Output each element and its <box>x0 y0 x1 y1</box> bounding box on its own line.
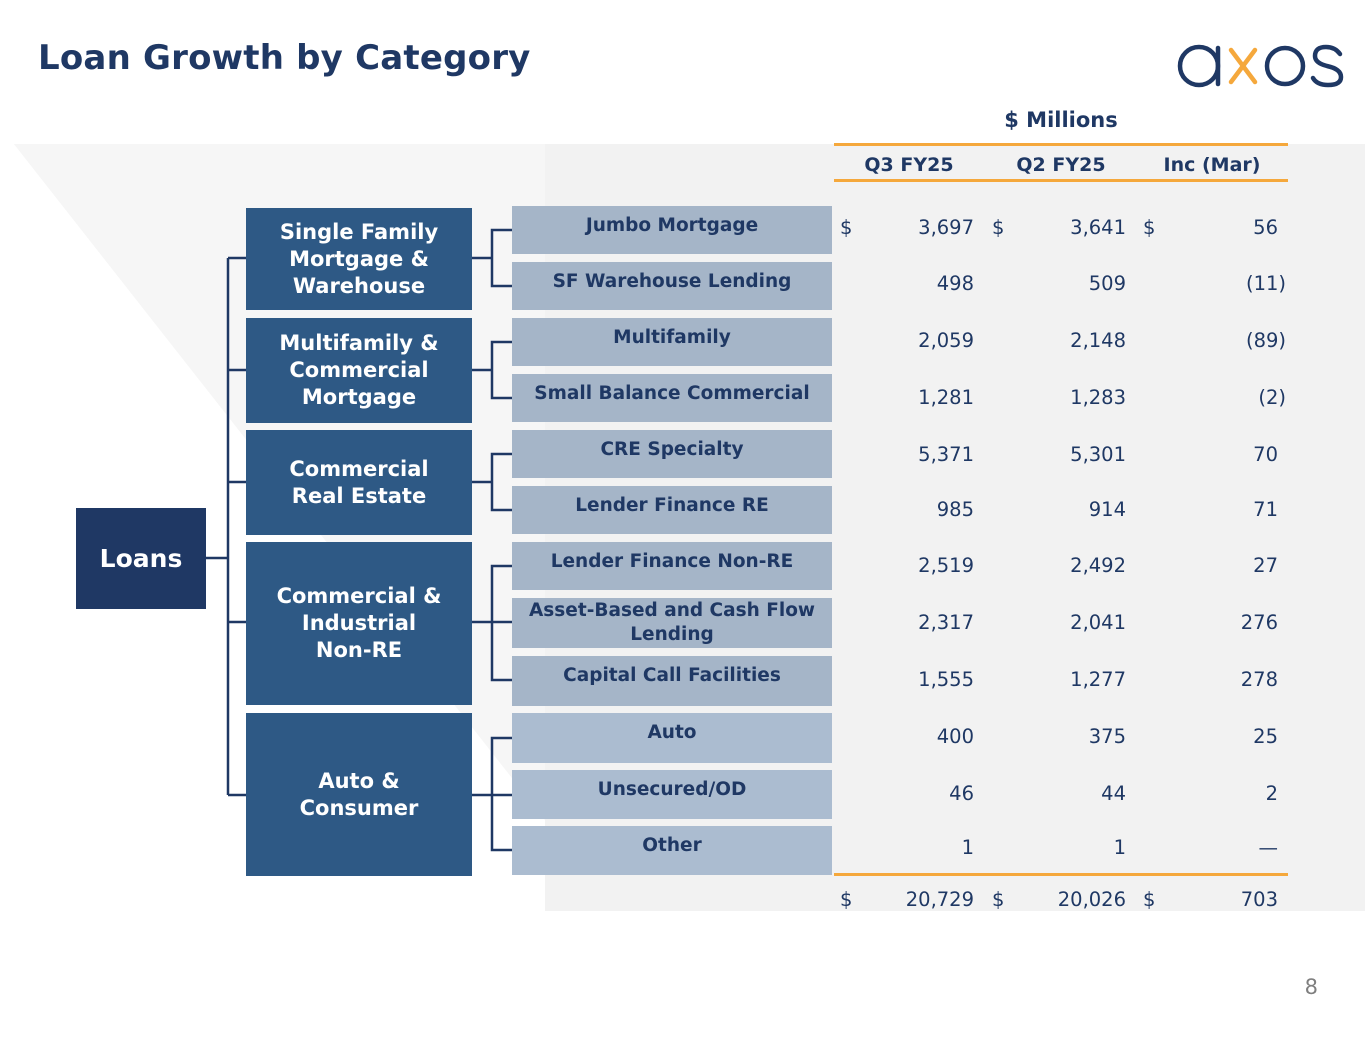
header-rule-top <box>834 143 1288 146</box>
sub-cre-specialty: CRE Specialty <box>512 430 832 478</box>
sub-small-balance-commercial: Small Balance Commercial <box>512 374 832 422</box>
category-label: Commercial Real Estate <box>289 456 429 508</box>
total-dollar-q3: $ <box>840 888 853 911</box>
sub-label: Jumbo Mortgage <box>585 215 759 236</box>
value-q2: 2,148 <box>1070 329 1126 352</box>
total-dollar-q2: $ <box>992 888 1005 911</box>
value-q2: 1,277 <box>1070 668 1126 691</box>
value-inc: (89) <box>1245 329 1286 352</box>
category-single-family: Single Family Mortgage & Warehouse <box>246 208 472 310</box>
sub-unsecured-od: Unsecured/OD <box>512 770 832 819</box>
sub-multifamily: Multifamily <box>512 318 832 366</box>
category-auto-consumer: Auto & Consumer <box>246 713 472 876</box>
category-label: Auto & Consumer <box>299 768 419 820</box>
sub-capital-call: Capital Call Facilities <box>512 656 832 706</box>
total-inc: 703 <box>1240 888 1278 911</box>
sub-asset-based: Asset-Based and Cash Flow Lending <box>512 598 832 648</box>
loans-root-box: Loans <box>76 508 206 609</box>
value-q3: 1 <box>961 836 974 859</box>
sub-label: Lender Finance RE <box>575 495 769 516</box>
column-header-inc: Inc (Mar) <box>1163 154 1261 176</box>
value-q3: 985 <box>936 498 974 521</box>
dollar-sign-inc: $ <box>1143 216 1156 239</box>
value-inc: 56 <box>1253 216 1278 239</box>
value-inc: 2 <box>1265 782 1278 805</box>
value-q2: 509 <box>1088 272 1126 295</box>
value-inc: 276 <box>1240 611 1278 634</box>
sub-label: Small Balance Commercial <box>534 383 810 404</box>
value-inc: 27 <box>1253 554 1278 577</box>
value-q2: 1,283 <box>1070 386 1126 409</box>
sub-label: CRE Specialty <box>600 439 744 460</box>
sub-auto: Auto <box>512 713 832 763</box>
dollar-sign-q2: $ <box>992 216 1005 239</box>
value-inc: — <box>1258 836 1279 859</box>
category-label: Single Family Mortgage & Warehouse <box>279 219 439 298</box>
total-q2: 20,026 <box>1057 888 1126 911</box>
value-q2: 2,492 <box>1070 554 1126 577</box>
value-q2: 44 <box>1101 782 1126 805</box>
value-inc: 70 <box>1253 443 1278 466</box>
sub-label: Other <box>642 835 702 856</box>
value-inc: 71 <box>1253 498 1278 521</box>
value-inc: 278 <box>1240 668 1278 691</box>
sub-label: Asset-Based and Cash Flow Lending <box>528 600 816 645</box>
column-header-q2: Q2 FY25 <box>1016 154 1106 176</box>
total-dollar-inc: $ <box>1143 888 1156 911</box>
value-inc: 25 <box>1253 725 1278 748</box>
value-q3: 2,519 <box>918 554 974 577</box>
value-q3: 3,697 <box>918 216 974 239</box>
sub-label: Unsecured/OD <box>597 779 747 800</box>
value-q3: 5,371 <box>918 443 974 466</box>
sub-label: Multifamily <box>613 327 731 348</box>
value-q2: 914 <box>1088 498 1126 521</box>
value-q2: 2,041 <box>1070 611 1126 634</box>
value-q2: 375 <box>1088 725 1126 748</box>
value-q2: 5,301 <box>1070 443 1126 466</box>
value-inc: (11) <box>1245 272 1286 295</box>
category-commercial-real-estate: Commercial Real Estate <box>246 430 472 535</box>
total-rule <box>834 873 1288 876</box>
value-q3: 1,281 <box>918 386 974 409</box>
sub-label: Capital Call Facilities <box>563 665 781 686</box>
category-commercial-industrial: Commercial & Industrial Non-RE <box>246 542 472 705</box>
value-q3: 1,555 <box>918 668 974 691</box>
category-label: Commercial & Industrial Non-RE <box>276 584 442 662</box>
sub-label: Lender Finance Non-RE <box>550 551 794 572</box>
value-q3: 2,059 <box>918 329 974 352</box>
value-inc: (2) <box>1258 386 1286 409</box>
sub-other: Other <box>512 826 832 875</box>
page-title: Loan Growth by Category <box>38 38 531 78</box>
category-multifamily: Multifamily & Commercial Mortgage <box>246 318 472 423</box>
value-q3: 498 <box>936 272 974 295</box>
sub-label: SF Warehouse Lending <box>552 271 792 292</box>
sub-lender-finance-non-re: Lender Finance Non-RE <box>512 542 832 590</box>
category-label: Multifamily & Commercial Mortgage <box>279 331 439 409</box>
sub-label: Auto <box>647 722 697 743</box>
sub-jumbo-mortgage: Jumbo Mortgage <box>512 206 832 254</box>
value-q3: 400 <box>936 725 974 748</box>
axos-logo <box>1177 44 1344 88</box>
sub-sf-warehouse: SF Warehouse Lending <box>512 262 832 310</box>
value-q3: 46 <box>949 782 974 805</box>
unit-label: $ Millions <box>1004 108 1118 132</box>
page-number: 8 <box>1304 975 1318 999</box>
value-q3: 2,317 <box>918 611 974 634</box>
column-header-q3: Q3 FY25 <box>864 154 954 176</box>
value-q2: 1 <box>1113 836 1126 859</box>
loans-root-label: Loans <box>99 544 183 573</box>
dollar-sign-q3: $ <box>840 216 853 239</box>
value-q2: 3,641 <box>1070 216 1126 239</box>
total-q3: 20,729 <box>905 888 974 911</box>
sub-lender-finance-re: Lender Finance RE <box>512 486 832 534</box>
header-rule-bottom <box>834 179 1288 182</box>
